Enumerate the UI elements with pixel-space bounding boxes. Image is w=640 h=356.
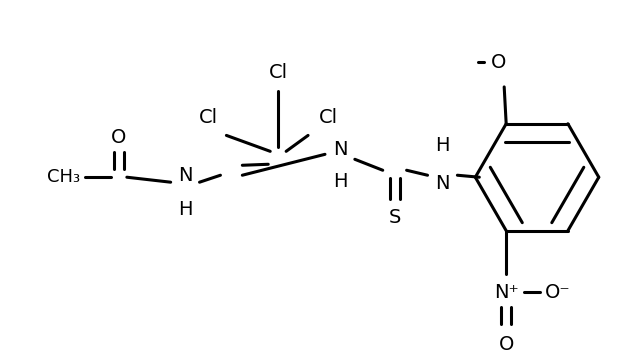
Text: Cl: Cl: [269, 63, 288, 82]
Text: S: S: [388, 208, 401, 226]
Text: N: N: [179, 166, 193, 185]
Text: Cl: Cl: [319, 108, 337, 127]
Text: N: N: [333, 140, 347, 159]
Text: CH₃: CH₃: [47, 168, 80, 186]
Text: H: H: [333, 172, 347, 191]
Text: H: H: [435, 136, 450, 155]
Text: H: H: [179, 200, 193, 219]
Text: N⁺: N⁺: [494, 283, 518, 302]
Text: O: O: [111, 128, 127, 147]
Text: N: N: [435, 174, 450, 193]
Text: Cl: Cl: [199, 108, 218, 127]
Text: O: O: [490, 53, 506, 72]
Text: O: O: [499, 335, 514, 354]
Text: O⁻: O⁻: [545, 283, 571, 302]
